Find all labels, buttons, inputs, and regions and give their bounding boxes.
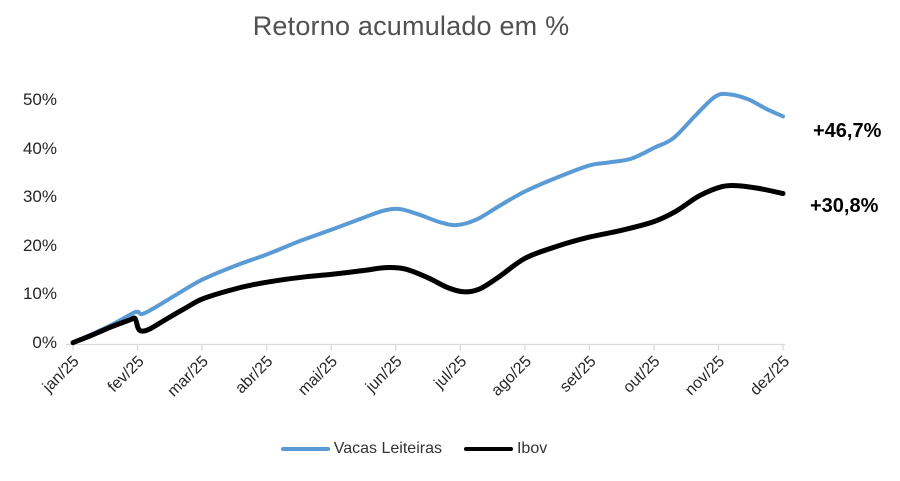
chart-title: Retorno acumulado em % <box>252 11 570 41</box>
legend-line-swatch <box>280 446 330 452</box>
series-end-label-vacas-leiteiras: +46,7% <box>813 120 882 142</box>
legend-label: Vacas Leiteiras <box>333 440 442 457</box>
series-line-ibov <box>70 182 786 346</box>
series-end-label-ibov: +30,8% <box>810 195 879 217</box>
series-line-vacas-leiteiras <box>71 91 785 345</box>
y-axis-tick-label: 40% <box>22 138 57 158</box>
y-axis-tick-label: 50% <box>22 90 57 110</box>
y-axis-tick-label: 30% <box>22 187 57 207</box>
y-axis-tick-label: 20% <box>22 235 57 255</box>
legend-item-ibov: Ibov <box>463 440 548 458</box>
legend-label: Ibov <box>516 440 548 457</box>
y-axis-tick-label: 0% <box>32 332 57 352</box>
legend: Vacas Leiteiras Ibov <box>0 440 828 458</box>
legend-item-vacas-leiteiras: Vacas Leiteiras <box>280 440 442 458</box>
legend-line-swatch <box>463 446 513 452</box>
y-axis-tick-label: 10% <box>22 284 57 304</box>
